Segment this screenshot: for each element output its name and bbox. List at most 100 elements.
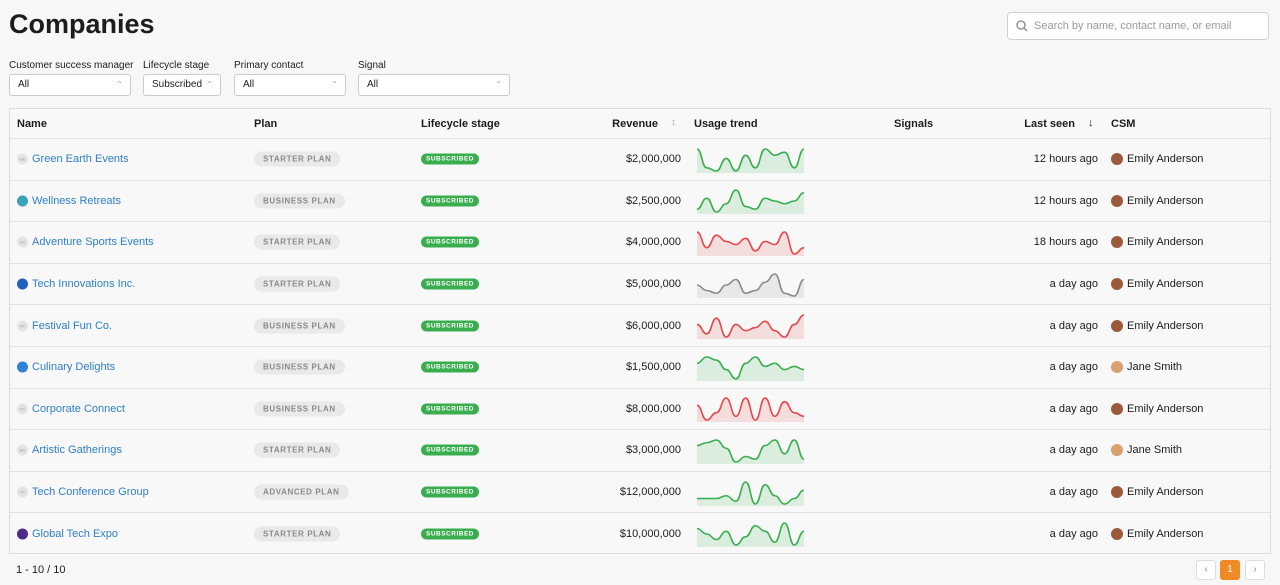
stage-badge: SUBSCRIBED: [421, 236, 479, 248]
company-name[interactable]: Global Tech Expo: [32, 527, 119, 540]
company-initials: TC: [17, 486, 28, 498]
filter-label: Signal: [358, 60, 386, 71]
column-header[interactable]: Name: [17, 118, 47, 130]
sparkline-line: [697, 189, 804, 214]
prev-page[interactable]: ‹: [1196, 560, 1216, 580]
sparkline-area: [697, 356, 804, 381]
sort-icon: ↓: [1088, 117, 1094, 129]
last-seen: a day ago: [1049, 319, 1098, 332]
csm-avatar: [1111, 236, 1123, 249]
sparkline-area: [697, 231, 804, 256]
search-placeholder: Search by name, contact name, or email: [1034, 20, 1232, 32]
sparkline-line: [697, 355, 804, 380]
plan-badge: ADVANCED PLAN: [254, 484, 349, 500]
current-page[interactable]: 1: [1220, 560, 1240, 580]
table-row: AG Artistic Gatherings STARTER PLAN SUBSCRI…: [10, 429, 1270, 471]
stage-badge: SUBSCRIBED: [421, 403, 479, 415]
company-name[interactable]: Tech Conference Group: [32, 486, 149, 499]
select-caret: ⌃: [495, 80, 502, 89]
last-seen: 18 hours ago: [1033, 236, 1098, 249]
stage-badge: SUBSCRIBED: [421, 361, 479, 373]
sort-icon: ↕: [671, 117, 676, 128]
csm-name: Emily Anderson: [1127, 527, 1204, 540]
csm-name: Emily Anderson: [1127, 278, 1204, 291]
csm-avatar: [1111, 527, 1123, 540]
table-row: GE Green Earth Events STARTER PLAN SUBSCRIB…: [10, 138, 1270, 180]
table-row: Culinary Delights BUSINESS PLAN SUBSCRIBED…: [10, 346, 1270, 388]
company-name[interactable]: Green Earth Events: [32, 153, 129, 166]
revenue: $1,500,000: [625, 361, 681, 374]
company-initials: GE: [17, 153, 28, 165]
filter-value: Subscribed: [152, 79, 203, 90]
filter-select[interactable]: All ⌃: [358, 74, 510, 96]
usage-sparkline: [697, 189, 804, 215]
sparkline-area: [697, 439, 804, 464]
company-name[interactable]: Wellness Retreats: [32, 194, 122, 207]
company-name[interactable]: Artistic Gatherings: [32, 444, 122, 457]
usage-sparkline: [697, 522, 804, 548]
plan-badge: BUSINESS PLAN: [254, 193, 345, 209]
plan-badge: BUSINESS PLAN: [254, 318, 345, 334]
stage-badge: SUBSCRIBED: [421, 486, 479, 498]
plan-badge: STARTER PLAN: [254, 151, 341, 167]
company-initials: FF: [17, 320, 28, 332]
pagination-range: 1 - 10 / 10: [16, 564, 66, 576]
csm-avatar: [1111, 194, 1123, 207]
csm-name: Emily Anderson: [1127, 236, 1204, 249]
plan-badge: BUSINESS PLAN: [254, 401, 345, 417]
table-row: FF Festival Fun Co. BUSINESS PLAN SUBSCRIBE…: [10, 304, 1270, 346]
company-name[interactable]: Tech Innovations Inc.: [32, 278, 136, 291]
filter-label: Lifecycle stage: [143, 60, 210, 71]
filter-value: All: [367, 79, 379, 90]
page-title: Companies: [9, 9, 155, 39]
select-caret: ⌃: [331, 80, 338, 89]
search-input[interactable]: Search by name, contact name, or email: [1007, 12, 1269, 40]
company-name[interactable]: Culinary Delights: [32, 361, 116, 374]
company-logo: [17, 195, 28, 207]
csm-name: Jane Smith: [1127, 361, 1183, 374]
column-header[interactable]: Last seen: [1024, 118, 1075, 130]
sparkline-line: [697, 397, 804, 422]
usage-sparkline: [697, 147, 804, 173]
csm-avatar: [1111, 402, 1123, 415]
column-header[interactable]: CSM: [1111, 118, 1136, 130]
column-header[interactable]: Plan: [254, 118, 278, 130]
company-initials: AS: [17, 236, 28, 248]
filter-select[interactable]: Subscribed ⌃: [143, 74, 221, 96]
column-header[interactable]: Signals: [894, 118, 934, 130]
company-name[interactable]: Corporate Connect: [32, 402, 125, 415]
revenue: $4,000,000: [625, 236, 681, 249]
filter-select[interactable]: All ⌃: [9, 74, 131, 96]
revenue: $10,000,000: [619, 527, 681, 540]
select-caret: ⌃: [116, 80, 123, 89]
filter-select[interactable]: All ⌃: [234, 74, 346, 96]
csm-avatar: [1111, 278, 1123, 291]
last-seen: a day ago: [1049, 527, 1098, 540]
last-seen: a day ago: [1049, 402, 1098, 415]
stage-badge: SUBSCRIBED: [421, 528, 479, 540]
companies-table: Name Plan Lifecycle stage Revenue Usage tren…: [9, 108, 1271, 554]
usage-sparkline: [697, 231, 804, 256]
column-header[interactable]: Usage trend: [694, 118, 758, 130]
usage-sparkline: [697, 439, 804, 464]
select-caret: ⌃: [206, 80, 213, 89]
last-seen: a day ago: [1049, 444, 1098, 457]
filter-value: All: [18, 79, 30, 90]
table-row: AS Adventure Sports Events STARTER PLAN SUB…: [10, 221, 1270, 263]
revenue: $2,500,000: [625, 194, 681, 207]
stage-badge: SUBSCRIBED: [421, 278, 479, 290]
column-header[interactable]: Revenue: [612, 118, 658, 130]
next-page[interactable]: ›: [1245, 560, 1265, 580]
company-name[interactable]: Festival Fun Co.: [32, 319, 113, 332]
company-name[interactable]: Adventure Sports Events: [32, 236, 154, 249]
column-header[interactable]: Lifecycle stage: [421, 118, 500, 130]
plan-badge: STARTER PLAN: [254, 276, 341, 292]
sparkline-line: [697, 480, 804, 505]
revenue: $2,000,000: [625, 153, 681, 166]
revenue: $12,000,000: [619, 486, 681, 499]
filter-label: Customer success manager: [9, 60, 134, 71]
sparkline-line: [697, 147, 804, 172]
sparkline-line: [697, 314, 804, 338]
revenue: $3,000,000: [625, 444, 681, 457]
